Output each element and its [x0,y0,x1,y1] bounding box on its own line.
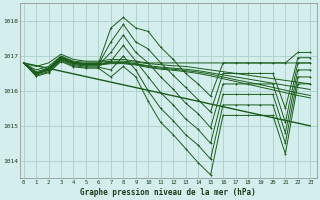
X-axis label: Graphe pression niveau de la mer (hPa): Graphe pression niveau de la mer (hPa) [80,188,256,197]
